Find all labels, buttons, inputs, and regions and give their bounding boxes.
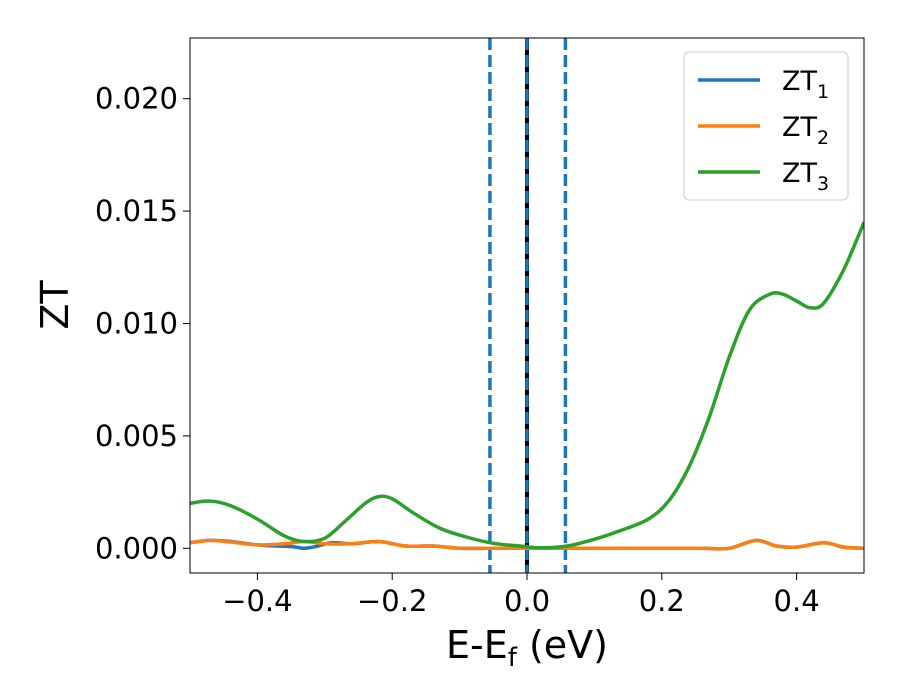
legend-label-zt3: ZT3 bbox=[782, 158, 829, 195]
x-tick-label: 0.2 bbox=[639, 584, 685, 618]
y-tick-label: 0.020 bbox=[95, 82, 178, 116]
legend-label-zt2: ZT2 bbox=[782, 112, 829, 149]
plot-lines bbox=[190, 38, 864, 573]
series-line-zt3 bbox=[190, 221, 864, 550]
legend: ZT1 ZT2 ZT3 bbox=[683, 51, 849, 201]
x-tick-label: −0.2 bbox=[357, 584, 427, 618]
y-tick-label: 0.005 bbox=[95, 419, 178, 453]
legend-label-zt1: ZT1 bbox=[782, 66, 829, 103]
x-tick-label: 0.4 bbox=[774, 584, 820, 618]
x-tick-label: 0.0 bbox=[504, 584, 550, 618]
y-tick-label: 0.000 bbox=[95, 531, 178, 565]
x-tick-label: −0.4 bbox=[222, 584, 292, 618]
x-axis-ticks: −0.4 −0.2 0.0 0.2 0.4 bbox=[222, 573, 820, 618]
x-axis-label: E-Ef (eV) bbox=[446, 623, 608, 673]
y-tick-label: 0.015 bbox=[95, 194, 178, 228]
legend-box bbox=[683, 51, 849, 201]
y-axis-ticks: 0.000 0.005 0.010 0.015 0.020 bbox=[95, 82, 190, 565]
y-axis-label: ZT bbox=[33, 280, 77, 330]
y-tick-label: 0.010 bbox=[95, 306, 178, 340]
